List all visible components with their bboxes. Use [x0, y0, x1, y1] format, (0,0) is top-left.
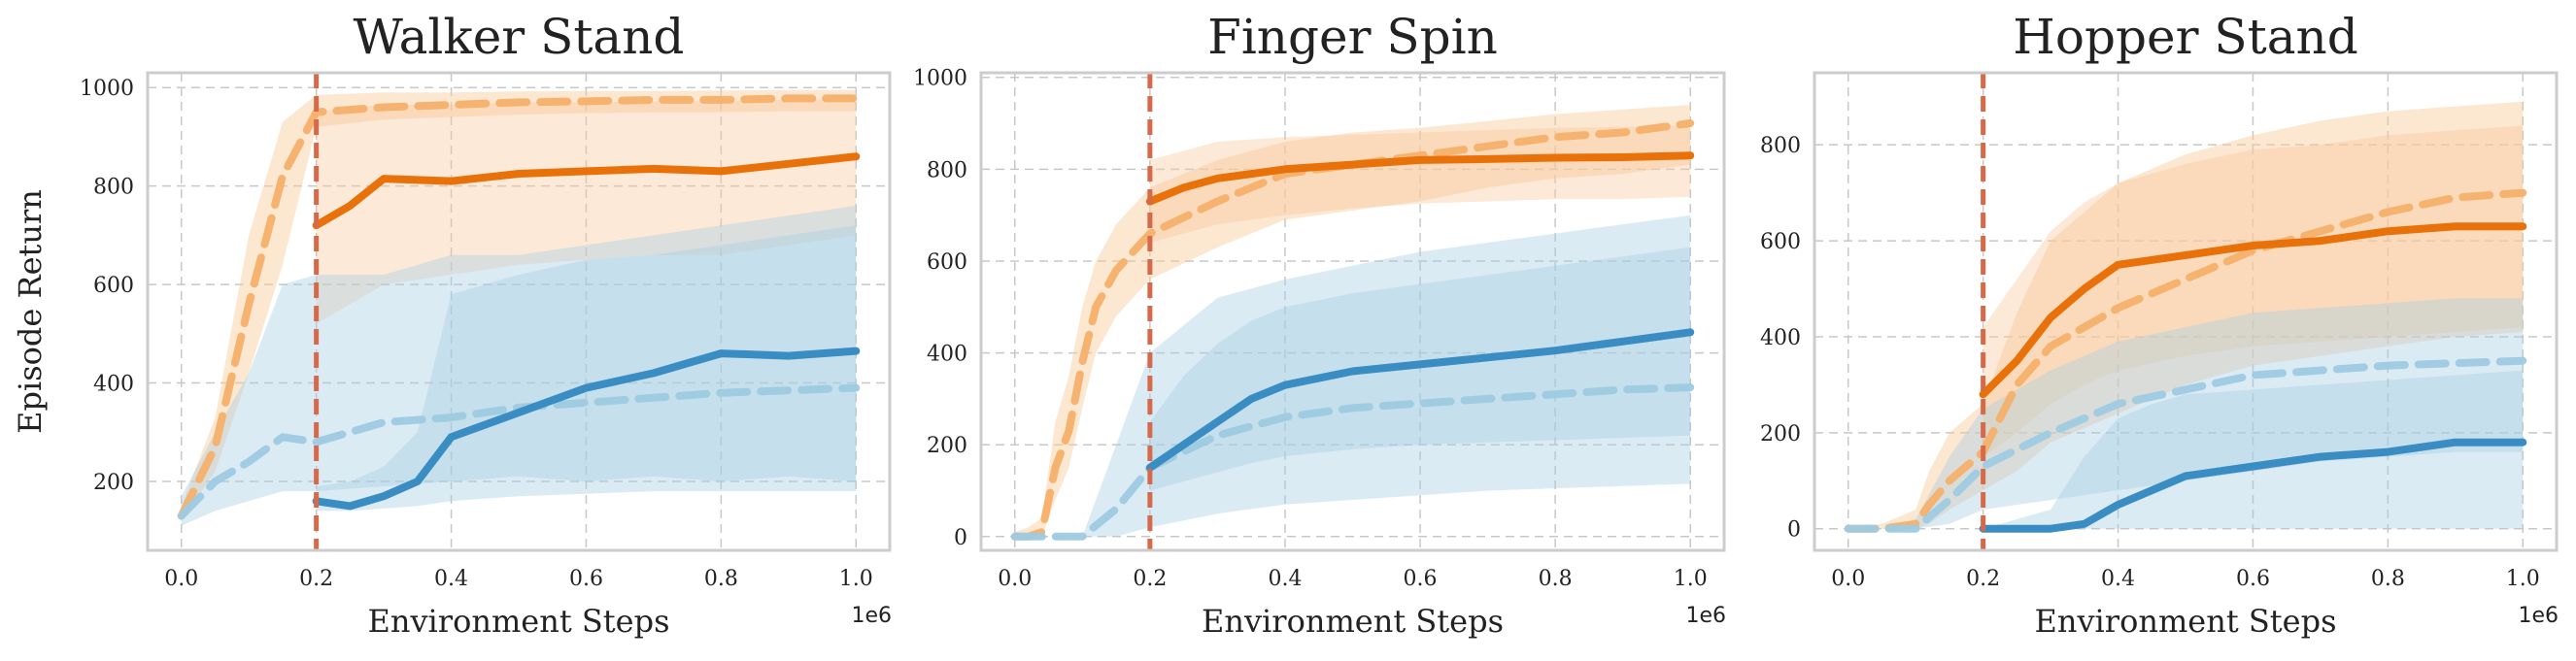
y-tick-label: 800	[93, 176, 134, 200]
y-tick-label: 1000	[80, 77, 134, 101]
x-multiplier-label: 1e6	[1685, 604, 1726, 628]
panel-title: Hopper Stand	[2013, 9, 2357, 65]
y-tick-label: 800	[927, 158, 967, 182]
x-tick-label: 0.6	[569, 567, 603, 591]
y-tick-label: 600	[1760, 230, 1801, 254]
confidence-band-orange-solid	[316, 99, 857, 324]
y-tick-label: 1000	[913, 67, 967, 91]
x-tick-label: 0.0	[164, 567, 198, 591]
x-tick-label: 1.0	[1674, 567, 1708, 591]
confidence-band-blue-solid	[1983, 370, 2524, 529]
series-line-blue-solid	[1145, 328, 1695, 472]
series-line-orange-solid	[1145, 151, 1695, 206]
x-tick-label: 0.4	[2101, 567, 2135, 591]
y-tick-label: 600	[927, 250, 967, 275]
confidence-band-blue-dashed	[1847, 298, 2524, 529]
y-tick-label: 0	[1787, 518, 1801, 543]
series-line-orange-solid	[1979, 222, 2527, 399]
confidence-band-blue-dashed	[181, 205, 857, 526]
series-line-blue-solid	[1979, 438, 2527, 533]
x-tick-label: 0.6	[2236, 567, 2270, 591]
y-tick-label: 400	[93, 373, 134, 397]
panel-title: Finger Spin	[1207, 9, 1498, 65]
x-tick-label: 0.0	[1831, 567, 1865, 591]
y-tick-label: 600	[93, 274, 134, 298]
x-tick-label: 0.4	[1268, 567, 1302, 591]
panels: 0.0 0.2 0.4 0.6 0.8 1.0 200 400 600 800 1000 1e6 Wal…	[12, 9, 2559, 640]
series-line-blue-dashed	[1010, 383, 1695, 541]
plot-frame	[979, 71, 1726, 552]
y-tick-label: 200	[93, 471, 134, 495]
series-line-orange-dashed	[1010, 119, 1695, 541]
x-tick-label: 1.0	[839, 567, 873, 591]
x-tick-label: 0.8	[2371, 567, 2405, 591]
x-tick-label: 0.4	[434, 567, 468, 591]
y-tick-label: 200	[927, 434, 967, 458]
chart-panel-3: 0.0 0.2 0.4 0.6 0.8 1.0 0 200 400 600 800 1e6 Hopper…	[1760, 9, 2559, 640]
x-axis-label: Environment Steps	[1202, 603, 1504, 640]
y-tick-label: 800	[1760, 134, 1801, 158]
series-line-orange-solid	[312, 152, 861, 230]
x-tick-label: 0.8	[704, 567, 738, 591]
x-tick-label: 0.2	[299, 567, 333, 591]
confidence-band-blue-solid	[1149, 247, 1691, 491]
y-tick-label: 0	[954, 526, 967, 550]
series-line-orange-dashed	[1844, 188, 2527, 533]
x-multiplier-label: 1e6	[2518, 604, 2559, 628]
x-tick-label: 0.8	[1539, 567, 1573, 591]
x-tick-label: 0.2	[1966, 567, 2000, 591]
plot-frame	[146, 71, 892, 552]
x-axis-label: Environment Steps	[368, 603, 670, 640]
x-tick-label: 0.2	[1133, 567, 1167, 591]
panel-title: Walker Stand	[354, 9, 685, 65]
series-line-blue-solid	[312, 347, 861, 511]
chart-panel-1: 0.0 0.2 0.4 0.6 0.8 1.0 200 400 600 800 1000 1e6 Wal…	[12, 9, 892, 640]
y-tick-label: 400	[927, 343, 967, 367]
series-line-blue-dashed	[177, 383, 861, 520]
confidence-band-orange-dashed	[1014, 105, 1691, 537]
confidence-band-orange-dashed	[1847, 101, 2524, 529]
x-tick-label: 0.6	[1404, 567, 1438, 591]
chart-panel-2: 0.0 0.2 0.4 0.6 0.8 1.0 0 200 400 600 800 1000 1e6 Fi…	[913, 9, 1726, 640]
series-line-orange-dashed	[177, 94, 861, 520]
confidence-band-blue-dashed	[1014, 215, 1691, 537]
x-multiplier-label: 1e6	[851, 604, 892, 628]
plot-frame	[1813, 71, 2559, 552]
y-axis-label: Episode Return	[12, 189, 49, 434]
series-line-blue-dashed	[1844, 356, 2527, 533]
y-tick-label: 400	[1760, 326, 1801, 350]
x-tick-label: 1.0	[2506, 567, 2540, 591]
x-axis-label: Environment Steps	[2035, 603, 2337, 640]
y-tick-label: 200	[1760, 422, 1801, 446]
x-tick-label: 0.0	[998, 567, 1032, 591]
